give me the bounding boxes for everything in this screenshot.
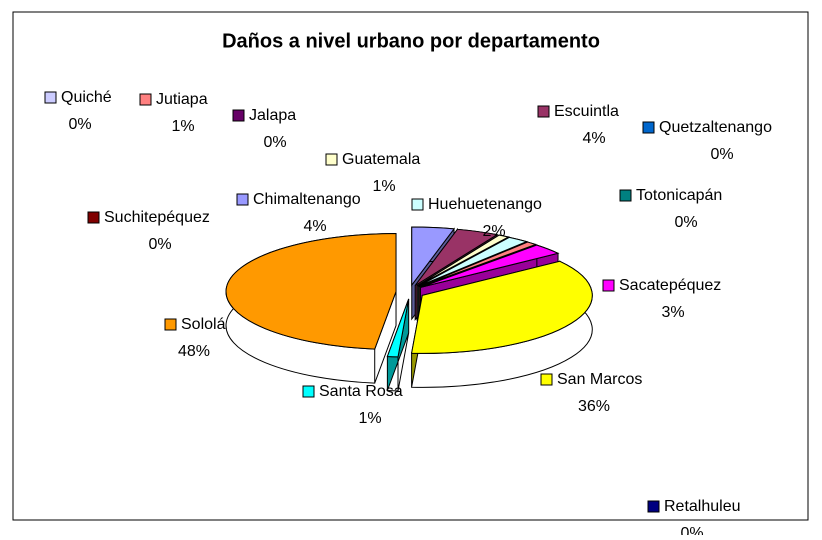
slice-label: Sololá [181,316,226,333]
slice-label: Sacatepéquez [619,277,721,294]
slice-label: Jutiapa [156,91,208,108]
pie-slice [411,226,455,287]
legend-key [44,91,57,104]
pie-slice [225,233,397,350]
slice-label: Chimaltenango [253,191,361,208]
slice-value-label: 1% [171,118,194,135]
pie-slice [417,236,529,287]
slice-label: Quiché [61,89,112,106]
legend-key [540,373,553,386]
legend-key [232,109,245,122]
pie-tops [225,226,593,358]
slice-value-label: 4% [582,130,605,147]
legend-key [537,105,550,118]
slice-label: Huehuetenango [428,196,542,213]
legend-key [411,198,424,211]
legend-key [236,193,249,206]
legend-key [302,385,315,398]
legend-key [164,318,177,331]
slice-value-label: 0% [674,214,697,231]
chart-border [12,11,809,521]
legend-key [139,93,152,106]
legend-key [642,121,655,134]
slice-label: Jalapa [249,107,296,124]
slice-label: Escuintla [554,103,619,120]
slice-value-label: 3% [661,304,684,321]
slice-value-label: 0% [263,134,286,151]
slice-value-label: 48% [178,343,210,360]
slice-value-label: 4% [303,218,326,235]
slice-value-label: 1% [372,178,395,195]
slice-label: Retalhuleu [664,498,741,515]
pie-slice [416,234,510,287]
legend-key [87,211,100,224]
slice-label: San Marcos [557,371,642,388]
legend-key [619,189,632,202]
legend-key [325,153,338,166]
pie-slice [410,260,593,354]
slice-value-label: 0% [68,116,91,133]
slice-label: Quetzaltenango [659,119,772,136]
pie-slice [414,228,499,286]
slice-label: Totonicapán [636,187,722,204]
slice-label: Santa Rosa [319,383,403,400]
legend-key [647,500,660,513]
pie-slice [419,241,538,288]
slice-value-label: 36% [578,398,610,415]
slice-value-label: 1% [358,410,381,427]
slice-value-label: 0% [148,236,171,253]
slice-label: Suchitepéquez [104,209,210,226]
slice-value-label: 0% [710,146,733,163]
slice-value-label: 2% [482,223,505,240]
slice-value-label: 0% [680,525,703,535]
chart-title: Daños a nivel urbano por departamento [222,30,600,52]
pie-slice [386,298,410,358]
slice-label: Guatemala [342,151,420,168]
legend-key [602,279,615,292]
pie-slice [420,244,560,288]
